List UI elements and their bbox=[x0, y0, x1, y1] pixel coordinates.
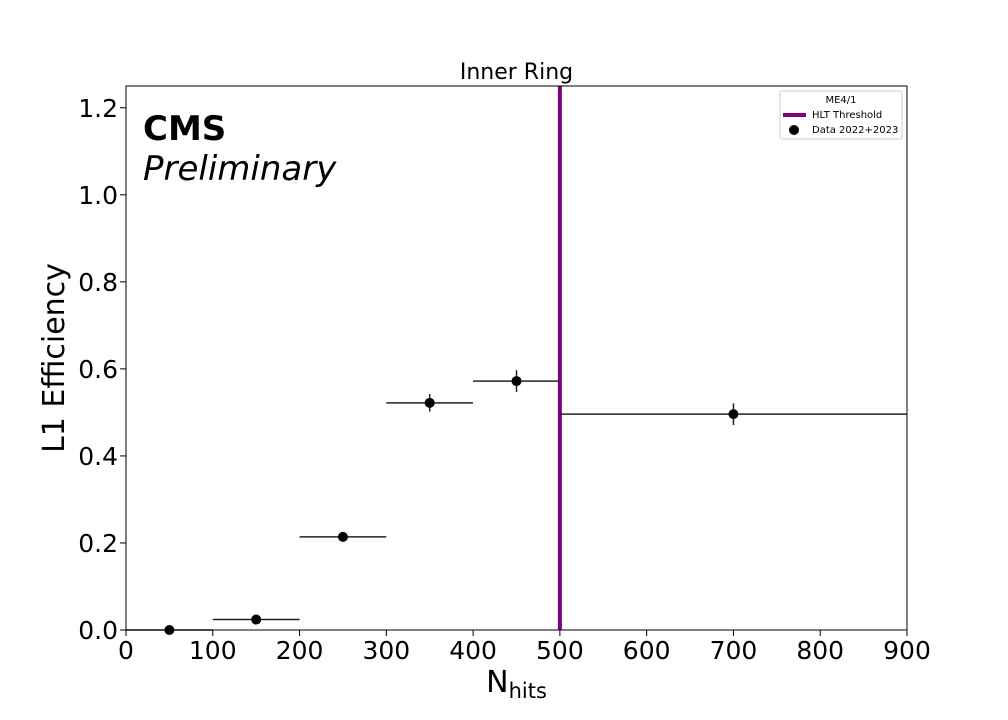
data-point bbox=[386, 394, 474, 412]
y-tick-label: 0.6 bbox=[78, 355, 118, 384]
data-marker bbox=[251, 614, 262, 625]
data-marker bbox=[424, 397, 435, 408]
plot-area bbox=[126, 86, 907, 630]
data-marker bbox=[511, 376, 522, 387]
y-axis-label: L1 Efficiency bbox=[37, 263, 72, 453]
x-axis-ticks: 0 100 200 300 400 500 600 700 800 900 bbox=[118, 630, 931, 665]
x-tick-label: 700 bbox=[710, 636, 758, 665]
legend-title: ME4/1 bbox=[825, 95, 856, 106]
x-tick-label: 300 bbox=[362, 636, 410, 665]
x-tick-label: 600 bbox=[623, 636, 671, 665]
legend-marker-icon bbox=[789, 125, 799, 135]
x-tick-label: 0 bbox=[118, 636, 134, 665]
legend: ME4/1 HLT Threshold Data 2022+2023 bbox=[779, 90, 903, 140]
x-tick-label: 200 bbox=[276, 636, 324, 665]
x-axis-label: Nhits bbox=[486, 665, 547, 703]
data-marker bbox=[728, 409, 739, 420]
x-tick-label: 500 bbox=[536, 636, 584, 665]
y-axis-ticks: 0.0 0.2 0.4 0.6 0.8 1.0 1.2 bbox=[78, 94, 126, 645]
legend-entry-data: Data 2022+2023 bbox=[812, 125, 898, 136]
data-point bbox=[473, 370, 560, 392]
x-tick-label: 100 bbox=[189, 636, 237, 665]
chart-title: Inner Ring bbox=[460, 60, 573, 85]
data-point bbox=[559, 403, 907, 426]
data-layer bbox=[126, 370, 907, 635]
data-marker bbox=[337, 531, 348, 542]
x-tick-label: 800 bbox=[796, 636, 844, 665]
y-tick-label: 0.4 bbox=[78, 442, 118, 471]
y-tick-label: 0.2 bbox=[78, 529, 118, 558]
x-axis-label-main: N bbox=[486, 665, 508, 700]
x-tick-label: 900 bbox=[883, 636, 931, 665]
x-axis-label-subscript: hits bbox=[509, 679, 547, 703]
x-tick-label: 400 bbox=[449, 636, 497, 665]
legend-entry-hlt: HLT Threshold bbox=[812, 110, 882, 121]
y-tick-label: 1.0 bbox=[78, 181, 118, 210]
data-point bbox=[299, 531, 387, 542]
experiment-label: CMS bbox=[143, 109, 226, 149]
data-point bbox=[212, 614, 300, 625]
legend-box bbox=[779, 90, 903, 140]
y-tick-label: 1.2 bbox=[78, 94, 118, 123]
y-tick-label: 0.0 bbox=[78, 616, 118, 645]
plot-frame bbox=[125, 85, 908, 631]
status-label: Preliminary bbox=[143, 149, 337, 189]
y-tick-label: 0.8 bbox=[78, 268, 118, 297]
